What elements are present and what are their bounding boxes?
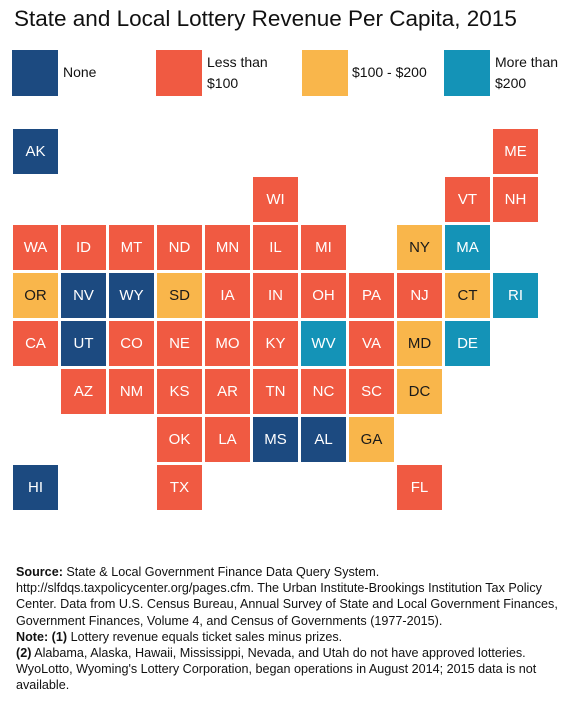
- legend-swatch-none: [12, 50, 58, 96]
- legend-swatch-lt100: [156, 50, 202, 96]
- state-tile-ky: KY: [253, 321, 298, 366]
- state-tile-co: CO: [109, 321, 154, 366]
- state-tile-id: ID: [61, 225, 106, 270]
- source-label: Source:: [16, 565, 63, 579]
- state-tile-dc: DC: [397, 369, 442, 414]
- state-tile-md: MD: [397, 321, 442, 366]
- state-tile-ar: AR: [205, 369, 250, 414]
- state-tile-al: AL: [301, 417, 346, 462]
- state-tile-mi: MI: [301, 225, 346, 270]
- state-tile-mn: MN: [205, 225, 250, 270]
- note-1: Note: (1) Lottery revenue equals ticket …: [16, 629, 571, 645]
- source-text: State & Local Government Finance Data Qu…: [16, 565, 558, 628]
- state-tile-ri: RI: [493, 273, 538, 318]
- state-tile-mt: MT: [109, 225, 154, 270]
- state-tile-oh: OH: [301, 273, 346, 318]
- state-tile-me: ME: [493, 129, 538, 174]
- state-tile-vt: VT: [445, 177, 490, 222]
- state-tile-nc: NC: [301, 369, 346, 414]
- state-tile-ak: AK: [13, 129, 58, 174]
- note-2-label: (2): [16, 646, 32, 661]
- state-tile-ct: CT: [445, 273, 490, 318]
- legend-label-lt100: Less than $100: [207, 54, 268, 91]
- state-tile-hi: HI: [13, 465, 58, 510]
- state-tile-az: AZ: [61, 369, 106, 414]
- state-tile-va: VA: [349, 321, 394, 366]
- state-tile-il: IL: [253, 225, 298, 270]
- state-tile-ks: KS: [157, 369, 202, 414]
- state-tile-ga: GA: [349, 417, 394, 462]
- state-tile-la: LA: [205, 417, 250, 462]
- state-tile-mo: MO: [205, 321, 250, 366]
- state-tile-ca: CA: [13, 321, 58, 366]
- state-tile-nm: NM: [109, 369, 154, 414]
- footnotes: Source: State & Local Government Finance…: [16, 564, 571, 694]
- state-tile-sc: SC: [349, 369, 394, 414]
- note-2: (2) Alabama, Alaska, Hawaii, Mississippi…: [16, 645, 571, 694]
- state-tile-de: DE: [445, 321, 490, 366]
- note-2-text: Alabama, Alaska, Hawaii, Mississippi, Ne…: [16, 646, 537, 693]
- state-tile-wi: WI: [253, 177, 298, 222]
- legend-swatch-gt200: [444, 50, 490, 96]
- note-1-text: Lottery revenue equals ticket sales minu…: [67, 629, 343, 644]
- state-tile-wa: WA: [13, 225, 58, 270]
- state-tile-tx: TX: [157, 465, 202, 510]
- state-tile-ma: MA: [445, 225, 490, 270]
- note-label: Note: (1): [16, 629, 68, 644]
- state-tile-nd: ND: [157, 225, 202, 270]
- state-tile-nv: NV: [61, 273, 106, 318]
- legend-label-mid: $100 - $200: [352, 64, 427, 80]
- state-tile-wy: WY: [109, 273, 154, 318]
- state-tile-ok: OK: [157, 417, 202, 462]
- state-tile-or: OR: [13, 273, 58, 318]
- chart-title: State and Local Lottery Revenue Per Capi…: [14, 6, 517, 31]
- state-tile-ny: NY: [397, 225, 442, 270]
- state-tile-in: IN: [253, 273, 298, 318]
- state-tile-ne: NE: [157, 321, 202, 366]
- source-note: Source: State & Local Government Finance…: [16, 564, 571, 629]
- legend-label-none: None: [63, 64, 97, 80]
- state-tile-pa: PA: [349, 273, 394, 318]
- state-tile-ms: MS: [253, 417, 298, 462]
- state-tile-tn: TN: [253, 369, 298, 414]
- state-tile-nh: NH: [493, 177, 538, 222]
- state-tile-ut: UT: [61, 321, 106, 366]
- state-tile-fl: FL: [397, 465, 442, 510]
- state-tile-nj: NJ: [397, 273, 442, 318]
- legend-swatch-mid: [302, 50, 348, 96]
- state-tile-sd: SD: [157, 273, 202, 318]
- state-tile-ia: IA: [205, 273, 250, 318]
- legend-label-gt200: More than $200: [495, 54, 559, 91]
- state-tile-wv: WV: [301, 321, 346, 366]
